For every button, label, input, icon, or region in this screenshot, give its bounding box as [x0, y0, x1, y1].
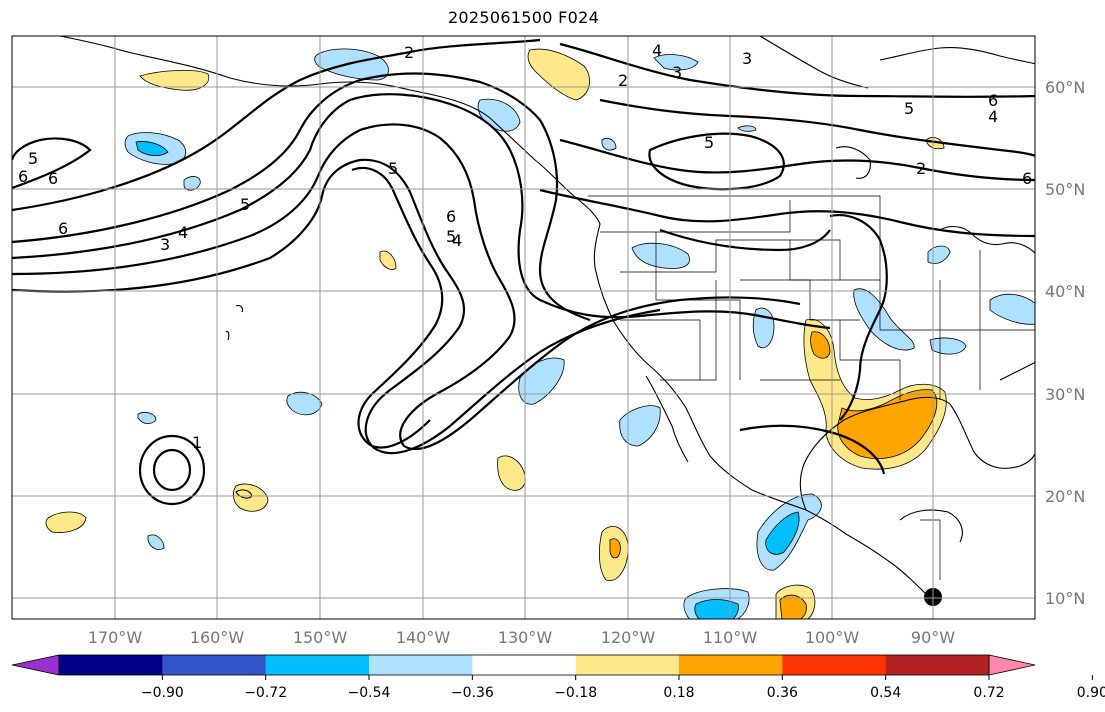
contour-label: 2 [618, 71, 628, 90]
map-title: 2025061500 F024 [447, 8, 600, 27]
contour-label: 3 [742, 49, 752, 68]
contour-label: 6 [58, 219, 68, 238]
contour-label: 5 [446, 227, 456, 246]
contour-label: 5 [904, 99, 914, 118]
colorbar-tick-label: 0.54 [870, 685, 901, 701]
colorbar-tick-label: 0.36 [767, 685, 798, 701]
contour-label: 5 [704, 133, 714, 152]
contour-label: 4 [178, 223, 188, 242]
contour-label: 3 [672, 63, 682, 82]
anomaly-shading [45, 48, 1035, 619]
lon-label: 160°W [190, 628, 245, 647]
contour-label: 5 [28, 149, 38, 168]
colorbar-cell [162, 655, 267, 675]
contour-label: 5 [240, 195, 250, 214]
graticule [12, 36, 1035, 619]
lon-label: 140°W [396, 628, 451, 647]
contour-label: 6 [446, 207, 456, 226]
contour-label: 6 [988, 91, 998, 110]
contour-label: 5 [388, 159, 398, 178]
contour-label: 3 [160, 235, 170, 254]
lat-label: 20°N [1045, 487, 1085, 506]
colorbar-cell [369, 655, 473, 675]
lon-label: 130°W [498, 628, 553, 647]
lon-label: 100°W [805, 628, 860, 647]
colorbar-ticks: −0.90 −0.72 −0.54 −0.36 −0.18 0.18 0.36 0.54 0.7… [141, 675, 1105, 701]
lon-label: 120°W [601, 628, 656, 647]
lon-label: 170°W [88, 628, 143, 647]
contour-label: 4 [652, 41, 662, 60]
latitude-labels: 60°N 50°N 40°N 30°N 20°N 10°N [1045, 78, 1085, 608]
contour-label: 4 [452, 231, 462, 250]
colorbar-cell [472, 655, 577, 675]
colorbar-cell [59, 655, 163, 675]
colorbar-cell [782, 655, 887, 675]
map-content [12, 36, 1035, 619]
lon-label: 90°W [911, 628, 955, 647]
lat-label: 10°N [1045, 589, 1085, 608]
lat-label: 50°N [1045, 180, 1085, 199]
longitude-labels: 170°W 160°W 150°W 140°W 130°W 120°W 110°… [88, 628, 955, 647]
colorbar-tick-label: −0.18 [554, 685, 597, 701]
contour-label: 2 [404, 43, 414, 62]
colorbar-tick-label: 0.90 [1077, 685, 1105, 701]
colorbar: −0.90 −0.72 −0.54 −0.36 −0.18 0.18 0.36 0.54 0.7… [11, 654, 1105, 701]
colorbar-cell [885, 655, 990, 675]
colorbar-tick-label: −0.90 [141, 685, 184, 701]
contour-label: 6 [48, 169, 58, 188]
contour-label: 4 [988, 107, 998, 126]
contour-labels: 2 2 3 3 4 5 6 6 4 5 2 5 6 6 5 4 3 5 6 5 … [18, 41, 1032, 452]
coastlines [59, 36, 1035, 599]
colorbar-cell [575, 655, 680, 675]
lon-label: 110°W [703, 628, 758, 647]
map-frame [11, 35, 1036, 620]
colorbar-tick-label: −0.36 [451, 685, 494, 701]
lat-label: 60°N [1045, 78, 1085, 97]
lat-label: 30°N [1045, 385, 1085, 404]
colorbar-extend-low [11, 654, 60, 676]
colorbar-cell [265, 655, 370, 675]
colorbar-frame [58, 654, 990, 676]
contours [12, 38, 1035, 506]
lat-label: 40°N [1045, 282, 1085, 301]
colorbar-tick-label: 0.72 [973, 685, 1004, 701]
contour-label: 1 [192, 433, 202, 452]
colorbar-tick-label: −0.54 [348, 685, 391, 701]
contour-label: 6 [1022, 169, 1032, 188]
colorbar-tick-label: −0.72 [244, 685, 287, 701]
contour-label: 6 [18, 167, 28, 186]
colorbar-cell [679, 655, 783, 675]
colorbar-cells [59, 655, 990, 675]
colorbar-tick-label: 0.18 [663, 685, 694, 701]
lon-label: 150°W [293, 628, 348, 647]
colorbar-extend-high [988, 654, 1036, 676]
contour-label: 2 [916, 159, 926, 178]
